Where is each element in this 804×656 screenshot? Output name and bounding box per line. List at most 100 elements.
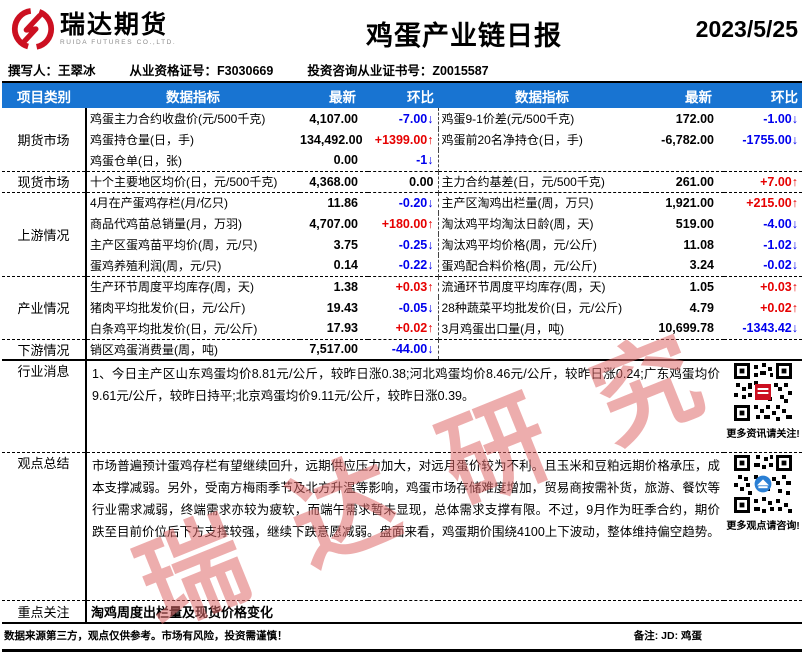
indicator-cell: 3月鸡蛋出口量(月，吨) [441, 321, 565, 336]
table-row: 鸡蛋仓单(日，张) 0.00 -1↓ [2, 150, 802, 171]
indicator-cell: 十个主要地区均价(日，元/500千克) [86, 170, 300, 192]
data-table: 项目类别 数据指标 最新 环比 数据指标 最新 环比 期货市场 鸡蛋主力合约收盘… [2, 81, 802, 624]
author: 撰写人：王翠冰 [8, 64, 96, 78]
disclaimer-text: 数据来源第三方，观点仅供参考。市场有风险，投资需谨慎！ [4, 630, 288, 642]
table-row: 商品代鸡苗总销量(月，万羽) 4,707.00 +180.00↑ 淘汰鸡平均淘汰… [2, 213, 802, 234]
news-text: 1、今日主产区山东鸡蛋均价8.81元/公斤，较昨日涨0.38;河北鸡蛋均价8.4… [86, 359, 724, 452]
table-row: 主产区蛋鸡苗平均价(周，元/只) 3.75 -0.25↓ 淘汰鸡平均价格(周，元… [2, 234, 802, 255]
table-row: 鸡蛋持仓量(日，手) 134,492.00 +1399.00↑ 鸡蛋前20名净持… [2, 129, 802, 150]
logo-name-cn: 瑞达期货 [60, 10, 169, 39]
latest-cell: 3.24 [689, 258, 714, 273]
report-footer: 数据来源第三方，观点仅供参考。市场有风险，投资需谨慎！ 备注: JD: 鸡蛋 [2, 624, 802, 652]
category-summary: 观点总结 [2, 451, 87, 600]
chg-cell [724, 150, 802, 171]
indicator-cell: 主力合约基差(日，元/500千克) [438, 170, 646, 192]
cert-number-2: 投资咨询从业证书号：Z0015587 [307, 64, 489, 78]
table-row: 下游情况 销区鸡蛋消费量(周，吨) 7,517.00 -44.00↓ [2, 338, 802, 360]
indicator-cell: 生产环节周度平均库存(周，天) [86, 275, 300, 297]
category-futures: 期货市场 [2, 108, 87, 171]
col-chg-1: 环比 [368, 82, 438, 108]
chg-cell: -0.20↓ [368, 191, 439, 213]
report-date: 2023/5/25 [695, 16, 798, 42]
company-logo: 瑞达期货 RUIDA FUTURES CO.,LTD. [10, 6, 265, 52]
category-industry: 产业情况 [2, 275, 87, 339]
indicator-cell: 4月在产蛋鸡存栏(月/亿只) [86, 191, 300, 213]
chg-cell: -44.00↓ [368, 338, 439, 360]
chg-cell: +0.03↑ [724, 275, 802, 297]
latest-cell: 0.00 [333, 153, 358, 168]
indicator-cell: 流通环节周度平均库存(周，天) [438, 275, 646, 297]
col-indicator-1: 数据指标 [86, 82, 300, 108]
footer-note: 备注: JD: 鸡蛋 [633, 630, 702, 642]
category-focus: 重点关注 [2, 599, 87, 624]
latest-cell [646, 338, 724, 360]
latest-cell: 0.14 [333, 258, 358, 273]
latest-cell: 4,368.00 [300, 170, 368, 192]
logo-name-en: RUIDA FUTURES CO.,LTD. [60, 39, 177, 47]
latest-cell: 11.08 [683, 237, 714, 252]
category-news: 行业消息 [2, 359, 87, 452]
indicator-cell: 主产区淘鸡出栏量(周，万只) [438, 191, 646, 213]
chg-cell: -0.22↓ [368, 255, 439, 276]
chg-cell: -1.00↓ [763, 111, 798, 126]
col-latest-2: 最新 [646, 82, 724, 108]
chg-cell: 0.00 [368, 170, 439, 192]
latest-cell: 4,107.00 [309, 111, 358, 126]
indicator-cell [438, 338, 646, 360]
chg-cell: +1399.00↑ [368, 129, 439, 150]
chg-cell: +0.02↑ [760, 300, 798, 315]
col-chg-2: 环比 [724, 82, 802, 108]
table-row: 产业情况 生产环节周度平均库存(周，天) 1.38 +0.03↑ 流通环节周度平… [2, 275, 802, 339]
latest-cell: 261.00 [646, 170, 724, 192]
chg-cell [724, 338, 802, 360]
chg-cell: +0.03↑ [368, 275, 439, 297]
cert-number-1: 从业资格证号：F3030669 [129, 64, 274, 78]
focus-text: 淘鸡周度出栏量及现货价格变化 [86, 599, 802, 624]
qr-panel-2: 更多观点请咨询! [724, 451, 802, 600]
col-indicator-2: 数据指标 [438, 82, 646, 108]
latest-cell: 3.75 [333, 237, 358, 252]
qr-code-consult-icon [734, 454, 792, 513]
indicator-cell: 鸡蛋主力合约收盘价(元/500千克) [90, 112, 266, 126]
indicator-cell: 商品代鸡苗总销量(月，万羽) [90, 217, 242, 231]
latest-cell: -6,782.00 [661, 132, 714, 147]
chg-cell: -7.00↓ [368, 108, 439, 129]
chg-cell: -1343.42↓ [742, 321, 798, 336]
qr-caption-2: 更多观点请咨询! [726, 520, 800, 532]
indicator-cell [438, 150, 646, 171]
author-meta: 撰写人：王翠冰 从业资格证号：F3030669 投资咨询从业证书号：Z00155… [2, 56, 802, 81]
chg-cell: -0.05↓ [368, 297, 439, 318]
indicator-cell: 28种蔬菜平均批发价(日，元/公斤) [441, 301, 623, 315]
indicator-cell: 白条鸡平均批发价(日，元/公斤) [90, 321, 258, 336]
qr-code-info-icon [734, 363, 792, 421]
chg-cell: +7.00↑ [724, 170, 802, 192]
indicator-cell: 主产区蛋鸡苗平均价(周，元/只) [90, 238, 258, 252]
latest-cell: 17.93 [326, 321, 358, 336]
summary-text: 市场普遍预计蛋鸡存栏有望继续回升，远期供应压力加大，对远月蛋价较为不利。且玉米和… [86, 451, 724, 600]
chg-cell: -0.25↓ [368, 234, 439, 255]
focus-row: 重点关注 淘鸡周度出栏量及现货价格变化 [2, 599, 802, 624]
latest-cell: 19.43 [326, 300, 358, 315]
qr-caption-1: 更多资讯请关注! [726, 429, 800, 440]
chg-cell: +215.00↑ [724, 191, 802, 213]
chg-cell: -1755.00↓ [742, 132, 798, 147]
indicator-cell: 猪肉平均批发价(日，元/公斤) [90, 301, 246, 315]
news-row: 行业消息 1、今日主产区山东鸡蛋均价8.81元/公斤，较昨日涨0.38;河北鸡蛋… [2, 359, 802, 452]
indicator-cell: 蛋鸡养殖利润(周，元/只) [90, 258, 222, 273]
chg-cell: +180.00↑ [368, 213, 439, 234]
latest-cell: 172.00 [675, 111, 714, 126]
category-spot: 现货市场 [2, 170, 87, 192]
latest-cell: 1.38 [300, 275, 368, 297]
latest-cell: 11.86 [300, 191, 368, 213]
indicator-cell: 鸡蛋9-1价差(元/500千克) [441, 112, 575, 126]
chg-cell: +0.02↑ [368, 318, 439, 339]
latest-cell: 4.79 [689, 300, 714, 315]
qr-panel-1: 更多资讯请关注! [724, 359, 802, 452]
table-row: 白条鸡平均批发价(日，元/公斤) 17.93 +0.02↑ 3月鸡蛋出口量(月，… [2, 318, 802, 339]
latest-cell: 10,699.78 [658, 321, 714, 336]
chg-cell: -1↓ [368, 150, 439, 171]
latest-cell: 4,707.00 [309, 216, 358, 231]
col-latest-1: 最新 [300, 82, 368, 108]
indicator-cell: 鸡蛋前20名净持仓(日，手) [441, 133, 583, 147]
